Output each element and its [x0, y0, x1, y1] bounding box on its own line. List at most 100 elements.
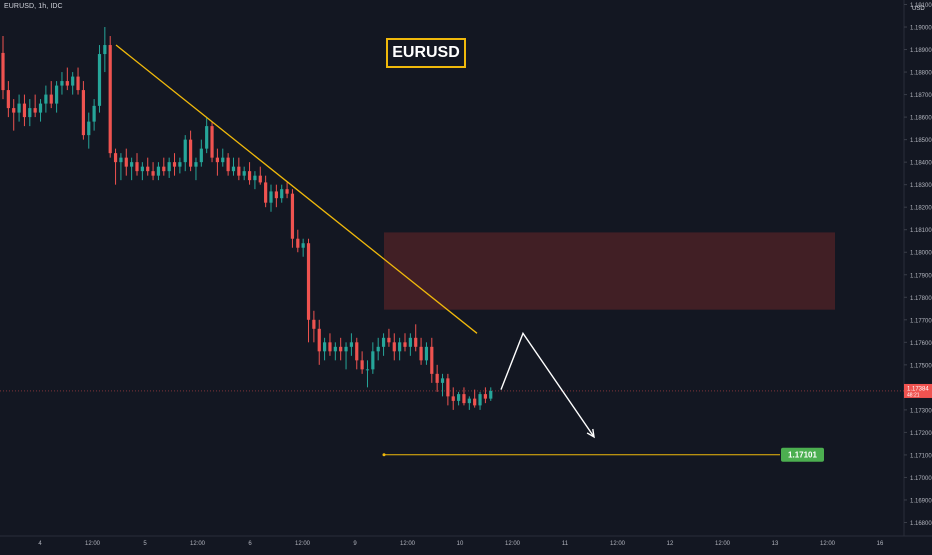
candle-body [108, 45, 112, 154]
interval-label: 1h [38, 3, 47, 10]
candle-body [253, 175, 257, 181]
time-tick-label: 4 [38, 541, 42, 547]
target-anchor-dot [382, 453, 386, 457]
candle-body [290, 193, 295, 239]
candle-body [226, 157, 230, 172]
price-tick-label: 1.19100 [910, 3, 932, 9]
candle-body [247, 171, 252, 181]
time-tick-label: 12:00 [820, 541, 836, 547]
price-tick-label: 1.17300 [910, 408, 932, 414]
price-tick-label: 1.18300 [910, 183, 932, 189]
candle-body [146, 166, 150, 172]
price-tick-label: 1.18500 [910, 138, 932, 144]
time-tick-label: 6 [248, 541, 252, 547]
candle-body [71, 76, 75, 86]
candle-body [473, 398, 477, 406]
descending-trendline[interactable] [115, 44, 478, 334]
candle-body [6, 90, 10, 109]
price-tick-label: 1.18900 [910, 48, 932, 54]
candle-body [440, 378, 445, 383]
candle-body [44, 94, 48, 104]
candle-body [33, 108, 37, 113]
time-tick-label: 11 [562, 541, 569, 547]
symbol-name: EURUSD [4, 3, 35, 10]
supply-zone-rectangle[interactable] [384, 232, 835, 310]
candle-body [258, 175, 262, 183]
symbol-info[interactable]: EURUSD, 1h, IDC [4, 3, 63, 10]
chart-title-label[interactable]: EURUSD [386, 38, 466, 68]
candle-body [194, 162, 198, 167]
candle-body [323, 342, 327, 352]
price-tick-label: 1.16900 [910, 498, 932, 504]
price-tick-label: 1.19000 [910, 26, 932, 32]
projection-path [500, 331, 595, 438]
candle-body [103, 45, 107, 55]
candle-body [419, 346, 423, 361]
price-tick-label: 1.18800 [910, 71, 932, 77]
candle-body [483, 394, 487, 399]
candle-body [65, 81, 69, 86]
candle-body [457, 394, 461, 401]
target-level[interactable]: 1.17101 [382, 447, 825, 462]
price-tick-label: 1.18400 [910, 161, 932, 167]
arrow-head [586, 428, 595, 439]
candle-body [349, 342, 353, 347]
candle-body [130, 162, 134, 167]
price-tick-label: 1.17700 [910, 318, 932, 324]
time-tick-label: 12:00 [400, 541, 416, 547]
time-tick-label: 13 [772, 541, 779, 547]
candle-body [387, 337, 391, 343]
candle-body [365, 369, 370, 371]
countdown-timer: 48:21 [907, 392, 920, 398]
price-axis[interactable]: 1.19100 1.19000 1.18900 1.18800 1.18700 1.186… [904, 3, 932, 527]
time-tick-label: 12:00 [505, 541, 521, 547]
candle-body [489, 390, 493, 399]
price-tick-label: 1.18600 [910, 116, 932, 122]
candle-body [231, 166, 236, 172]
candle-body [113, 153, 118, 163]
time-axis[interactable]: 4 12:00 5 12:00 6 12:00 9 12:00 10 12:00 11 12:00 12… [38, 541, 884, 547]
candle-body [92, 105, 96, 122]
price-tick-label: 1.18700 [910, 93, 932, 99]
candle-body [156, 166, 161, 176]
candle-body [49, 94, 53, 104]
candle-body [215, 157, 219, 163]
candle-body [210, 126, 214, 158]
candle-body [296, 238, 300, 248]
candle-body [274, 191, 278, 199]
candle-body [81, 90, 85, 136]
projection-arrow[interactable] [500, 331, 595, 439]
candle-body [124, 157, 128, 167]
candle-body [280, 189, 284, 199]
candle-body [1, 52, 5, 91]
chart-title-text: EURUSD [392, 44, 460, 61]
price-tick-label: 1.17200 [910, 431, 932, 437]
candle-body [17, 103, 21, 113]
candle-body [467, 398, 471, 404]
candle-body [22, 103, 27, 118]
candle-body [403, 342, 407, 347]
candle-body [301, 243, 305, 248]
candle-body [462, 394, 466, 404]
time-tick-label: 12:00 [190, 541, 206, 547]
candlestick-series[interactable] [1, 27, 493, 410]
candle-body [178, 162, 182, 167]
price-tick-label: 1.17900 [910, 273, 932, 279]
time-tick-label: 9 [353, 541, 357, 547]
candle-body [398, 342, 402, 352]
candle-body [333, 346, 337, 352]
candle-body [435, 373, 439, 383]
price-tick-label: 1.18000 [910, 251, 932, 257]
candle-body [28, 108, 32, 118]
time-tick-label: 12:00 [295, 541, 311, 547]
target-badge [781, 447, 824, 462]
price-tick-label: 1.17500 [910, 363, 932, 369]
price-tick-label: 1.17800 [910, 296, 932, 302]
time-tick-label: 10 [457, 541, 464, 547]
candle-body [242, 171, 246, 176]
candle-body [339, 346, 343, 352]
candle-body [38, 103, 43, 113]
candle-body [97, 54, 102, 106]
